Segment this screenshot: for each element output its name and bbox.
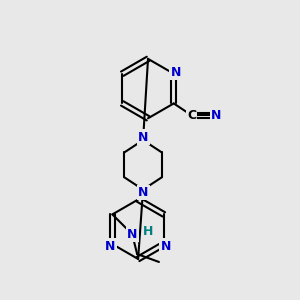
Text: N: N xyxy=(160,240,171,253)
Text: N: N xyxy=(138,186,148,199)
Text: H: H xyxy=(143,225,153,238)
Text: N: N xyxy=(211,109,221,122)
Text: N: N xyxy=(171,66,181,79)
Text: N: N xyxy=(127,228,137,241)
Text: N: N xyxy=(105,240,116,253)
Text: N: N xyxy=(138,130,148,144)
Text: C: C xyxy=(187,109,196,122)
